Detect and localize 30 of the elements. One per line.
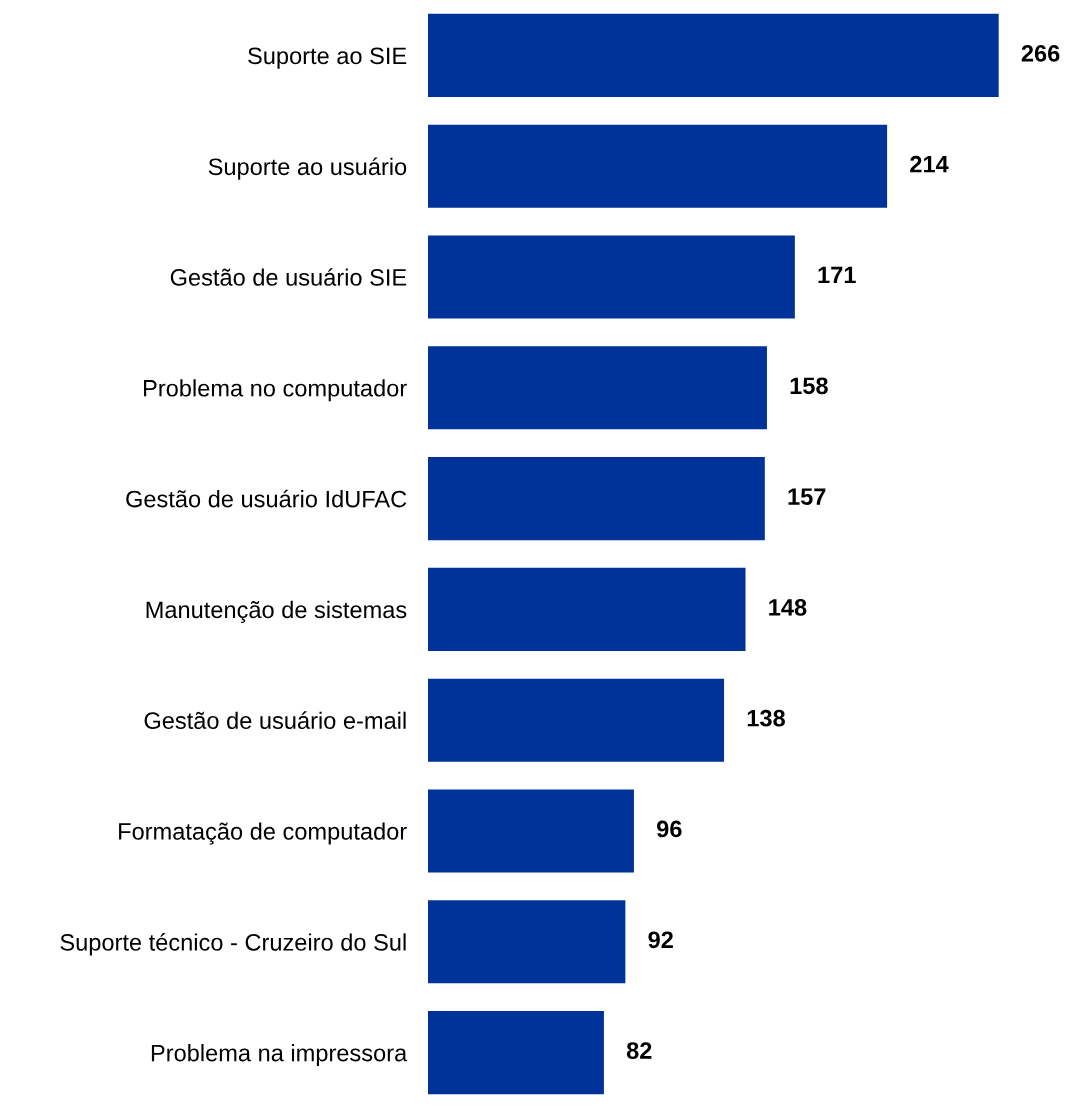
y-tick-label: Formatação de computador [119, 822, 407, 845]
data-label: 148 [769, 599, 807, 616]
y-tick-label: Gestão de usuário SIE [170, 268, 407, 286]
bar [428, 124, 888, 208]
data-label: 138 [747, 709, 785, 727]
data-label: 92 [648, 931, 673, 949]
y-tick-label: Problema no computador [144, 379, 407, 402]
data-label: 214 [910, 155, 949, 173]
data-label: 96 [657, 820, 682, 838]
y-tick-label: Gestão de usuário IdUFAC [126, 489, 407, 508]
data-label: 158 [790, 377, 828, 395]
y-tick-label: Problema na impressora [151, 1044, 408, 1067]
bar [428, 457, 765, 541]
data-label: 157 [788, 488, 826, 505]
bar [428, 900, 626, 984]
data-label: 266 [1021, 45, 1060, 62]
bar [428, 13, 999, 97]
bar [428, 789, 634, 873]
y-tick-label: Manutenção de sistemas [146, 600, 407, 623]
data-label: 171 [818, 266, 856, 284]
y-tick-label: Suporte ao usuário [208, 157, 407, 180]
bar [428, 1011, 604, 1095]
bar [428, 346, 767, 430]
y-tick-label: Gestão de usuário e-mail [144, 711, 406, 729]
y-tick-label: Suporte ao SIE [248, 47, 407, 69]
y-tick-label: Suporte técnico - Cruzeiro do Sul [60, 933, 406, 956]
bar [428, 567, 746, 651]
data-label: 82 [626, 1042, 652, 1059]
bar [428, 678, 725, 762]
bar [428, 235, 795, 319]
